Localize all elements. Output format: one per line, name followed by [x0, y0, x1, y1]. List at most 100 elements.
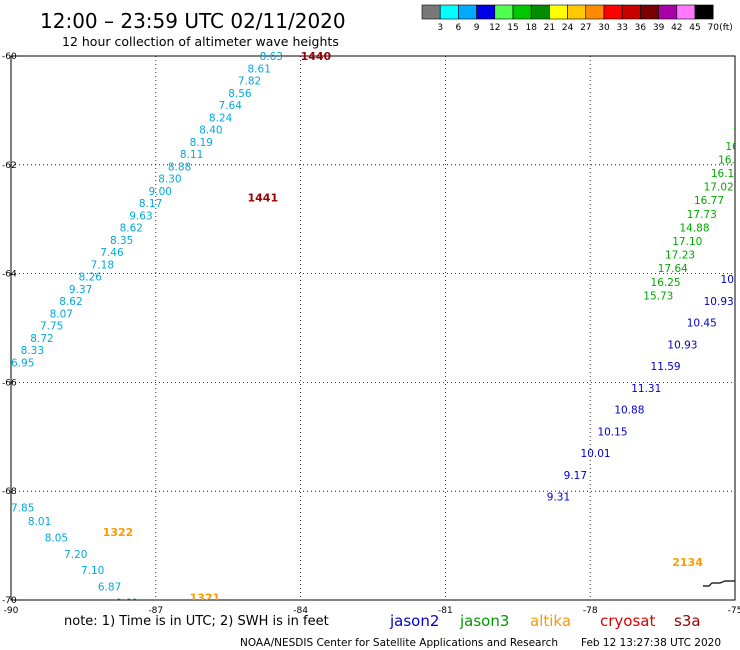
data-label-s3a: 9.63: [129, 210, 152, 222]
data-label-altika: 6.69: [115, 598, 138, 610]
legend-jason2: jason2: [389, 612, 439, 630]
axis-tick-labels: -90 -87 -84 -81 -78 -75 -60 -62 -64 -66 -68 -70: [2, 52, 740, 616]
data-label-jason3: 17.23: [665, 250, 695, 262]
data-label-jason2: 9.31: [547, 492, 570, 504]
data-label-altika: 7.20: [64, 549, 87, 561]
color-scale-label: 21: [544, 23, 555, 33]
data-label-s3a: 8.33: [21, 345, 44, 357]
data-label-s3a: 9.00: [149, 186, 172, 198]
footer-credit: NOAA/NESDIS Center for Satellite Applica…: [240, 637, 558, 649]
y-tick-label: -68: [2, 487, 17, 497]
data-label-jason3: 17.02: [704, 182, 734, 194]
y-tick-label: -62: [2, 161, 17, 171]
data-label-jason3: 16.25: [651, 277, 681, 289]
data-label-s3a: 7.18: [91, 259, 114, 271]
x-tick-label: -84: [293, 606, 308, 616]
color-scale-swatch: [585, 4, 605, 20]
data-label-s3a: 8.62: [59, 296, 82, 308]
color-scale-swatch: [658, 4, 678, 20]
data-label-jason2: 11.35: [735, 252, 740, 264]
color-scale-label: 24: [562, 23, 574, 33]
data-label-jason2: 10.01: [581, 448, 611, 460]
data-label-s3a: 6.95: [11, 357, 34, 369]
color-scale-swatch: [603, 4, 623, 20]
color-scale-label: 39: [653, 23, 665, 33]
color-scale-label: 18: [525, 23, 537, 33]
data-label-altika: 6.39: [146, 630, 169, 642]
data-label-jason2: 10.93: [704, 296, 734, 308]
data-label-jason3: 16.62: [718, 154, 740, 166]
x-tick-label: -87: [148, 606, 163, 616]
data-label-jason3: 17.73: [687, 209, 717, 221]
y-tick-label: -60: [2, 52, 17, 62]
data-label-altika: 8.01: [28, 516, 51, 528]
data-label-s3a: 8.63: [260, 51, 283, 63]
color-scale-swatch: [567, 4, 587, 20]
data-label-altika: 8.05: [45, 532, 68, 544]
color-scale-swatch: [512, 4, 532, 20]
color-scale-swatch: [640, 4, 659, 20]
data-label-jason2: 10.88: [614, 405, 644, 417]
chart-title: 12:00 – 23:59 UTC 02/11/2020: [40, 9, 346, 33]
data-label-jason3: 16.83: [725, 141, 740, 153]
data-label-s3a: 7.82: [238, 75, 261, 87]
data-label-s3a: 8.19: [190, 137, 213, 149]
color-scale-label: 45: [689, 23, 700, 33]
color-scale-label: 33: [616, 23, 627, 33]
grid-lines: [11, 56, 735, 600]
color-scale-label: 36: [635, 23, 647, 33]
color-scale-swatch: [530, 4, 550, 20]
data-label-s3a: 8.26: [79, 271, 103, 283]
color-scale-label: 42: [671, 23, 682, 33]
color-scale-swatch: [676, 4, 696, 20]
data-label-jason3: 16.77: [694, 195, 724, 207]
data-label-s3a: 8.07: [50, 308, 73, 320]
data-label-s3a: 8.40: [199, 124, 222, 136]
color-scale-swatch: [694, 4, 714, 20]
color-scale-swatch: [476, 4, 496, 20]
time-label: 1322: [103, 526, 134, 539]
color-scale-swatch: [439, 4, 459, 20]
data-label-s3a: 8.56: [228, 88, 252, 100]
color-scale-swatch: [458, 4, 477, 20]
color-scale-label: 6: [456, 23, 462, 33]
track-line: [703, 580, 735, 587]
data-label-jason2: 11.59: [651, 361, 681, 373]
data-label-s3a: 8.30: [158, 173, 181, 185]
time-label: 1441: [248, 191, 279, 204]
data-label-altika: 7.10: [81, 565, 104, 577]
color-scale-label: 27: [580, 23, 591, 33]
color-scale-legend: 3 6 9 12 15 18 21 24 27 30 33 36 39 42 45 70 (ft): [421, 4, 733, 33]
data-label-jason2: 10.86: [721, 274, 740, 286]
data-label-altika: 7.85: [11, 503, 34, 515]
x-tick-label: -81: [438, 606, 453, 616]
x-tick-label: -90: [4, 606, 19, 616]
data-label-s3a: 7.75: [40, 320, 63, 332]
color-scale-label: 30: [598, 23, 610, 33]
data-label-jason3: 15.73: [643, 290, 673, 302]
time-label: 1440: [301, 50, 332, 63]
plot-frame: [10, 55, 736, 601]
data-label-s3a: 7.46: [100, 247, 124, 259]
data-label-s3a: 7.64: [219, 100, 243, 112]
time-label: 2134: [672, 556, 703, 569]
x-tick-label: -78: [583, 606, 598, 616]
data-label-s3a: 8.17: [139, 198, 162, 210]
color-scale-label: 70: [707, 23, 719, 33]
y-tick-label: -70: [2, 596, 17, 606]
data-label-jason3: 17.26: [733, 127, 740, 139]
data-label-jason2: 10.45: [687, 318, 717, 330]
chart-subtitle: 12 hour collection of altimeter wave hei…: [62, 34, 339, 49]
data-label-jason3: 17.64: [658, 263, 688, 275]
data-label-jason2: 10.15: [597, 426, 627, 438]
legend-altika: altika: [530, 612, 571, 630]
color-scale-swatch: [494, 4, 514, 20]
color-scale-swatch: [549, 4, 568, 20]
data-label-s3a: 8.72: [30, 333, 53, 345]
footer-note: note: 1) Time is in UTC; 2) SWH is in fe…: [64, 614, 329, 629]
color-scale-unit: (ft): [719, 23, 733, 33]
data-label-s3a: 8.62: [120, 222, 143, 234]
color-scale-label: 9: [474, 23, 480, 33]
legend-cryosat: cryosat: [600, 612, 655, 630]
